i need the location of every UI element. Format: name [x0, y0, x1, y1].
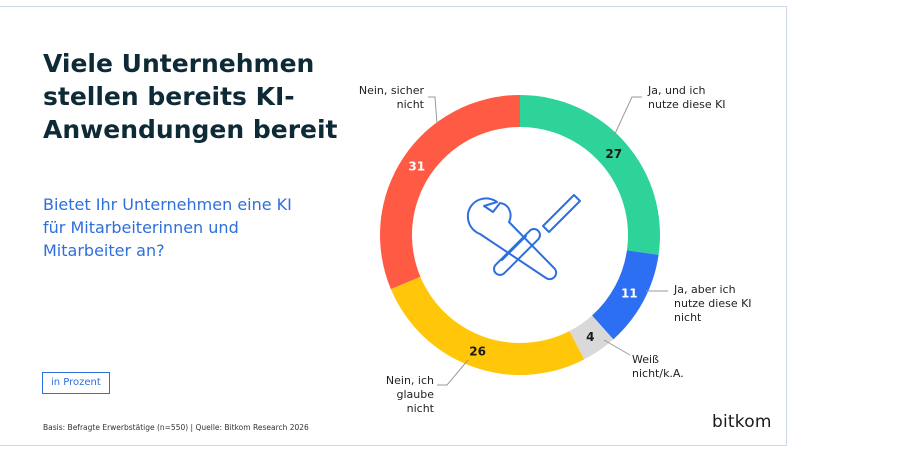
leader-line-1 — [612, 96, 642, 139]
slice-value-4: 26 — [469, 345, 486, 359]
donut-slice-2 — [592, 250, 659, 340]
donut-slices — [379, 95, 660, 376]
label-ja-nutze: Ja, und ich nutze diese KI — [648, 84, 726, 111]
chart-subtitle: Bietet Ihr Unternehmen eine KI für Mitar… — [43, 195, 292, 260]
wrench-screwdriver-icon — [466, 194, 581, 281]
label-nein-glaube: Nein, ich glaube nicht — [385, 374, 434, 415]
slice-value-labels: 27 11 4 26 31 — [408, 147, 637, 359]
slice-value-1: 27 — [605, 147, 622, 161]
slice-value-3: 4 — [586, 330, 594, 344]
chart-title: Viele Unternehmen stellen bereits KI-Anw… — [43, 49, 338, 144]
leader-line-5 — [428, 96, 438, 125]
label-weiss-nicht: Weiß nicht/k.A. — [632, 353, 684, 380]
leader-lines — [428, 96, 668, 386]
label-nein-sicher: Nein, sicher nicht — [358, 84, 424, 111]
slice-value-5: 31 — [408, 159, 425, 173]
leader-line-4 — [437, 359, 469, 386]
unit-note: in Prozent — [42, 372, 110, 394]
donut-slice-4 — [390, 276, 585, 376]
donut-slice-1 — [520, 95, 660, 255]
donut-slice-3 — [569, 315, 614, 360]
bitkom-logo: bitkom — [712, 412, 772, 432]
source-footnote: Basis: Befragte Erwerbstätige (n=550) | … — [43, 423, 309, 432]
label-ja-nicht-nutze: Ja, aber ich nutze diese KI nicht — [674, 283, 752, 324]
donut-slice-5 — [379, 95, 520, 290]
leader-line-3 — [603, 339, 631, 356]
slice-value-2: 11 — [621, 287, 638, 301]
